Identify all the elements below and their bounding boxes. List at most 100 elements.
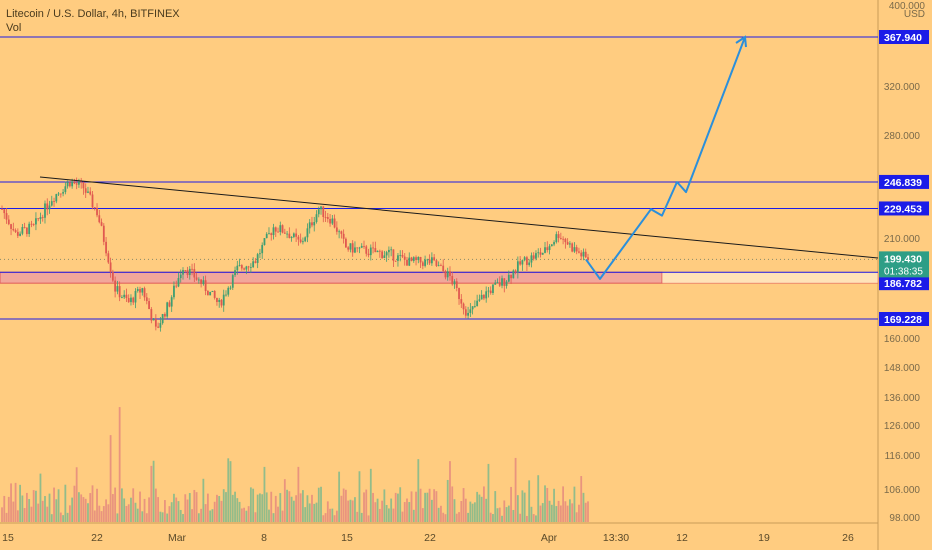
candle-body <box>295 233 298 237</box>
candle-body <box>243 268 245 270</box>
candle-body <box>10 224 12 229</box>
candle-body <box>505 281 508 286</box>
current-price-tag <box>879 251 929 278</box>
candle-body <box>3 209 6 214</box>
volume-bar <box>311 494 313 522</box>
candle-body <box>449 271 451 276</box>
volume-bar <box>48 493 51 522</box>
volume-bar <box>297 466 300 522</box>
candle-body <box>48 205 51 210</box>
x-tick-label: 13:30 <box>603 532 629 544</box>
candle-body <box>410 257 413 261</box>
candle-body <box>175 285 178 287</box>
candle-body <box>478 299 481 301</box>
x-tick-label: 8 <box>261 532 267 544</box>
candle-body <box>209 291 212 296</box>
candle-body <box>222 294 225 306</box>
candle-body <box>378 250 381 252</box>
candle-body <box>539 252 542 255</box>
candle-body <box>347 247 350 250</box>
volume-bar <box>550 504 553 522</box>
candle-body <box>342 233 345 239</box>
volume-bar <box>28 499 31 522</box>
candle-body <box>204 280 207 291</box>
volume-bar <box>19 484 22 522</box>
volume-bar <box>315 502 318 522</box>
candle-body <box>354 247 356 253</box>
volume-bar <box>367 515 370 522</box>
candle-body <box>127 298 130 303</box>
volume-bar <box>204 504 207 522</box>
volume-bar <box>387 508 390 522</box>
candle-body <box>433 257 436 261</box>
volume-bar <box>231 494 234 522</box>
candle-body <box>483 294 485 299</box>
volume-bar <box>345 489 347 522</box>
volume-bar <box>290 496 293 522</box>
volume-bar <box>512 509 515 522</box>
candle-body <box>21 227 24 234</box>
candle-body <box>394 260 397 262</box>
volume-bar <box>57 489 60 522</box>
price-tag-bg <box>879 312 929 326</box>
candle-body <box>326 217 329 219</box>
volume-bar <box>116 513 119 522</box>
candle-body <box>530 255 533 263</box>
volume-bar <box>480 496 483 522</box>
volume-bar <box>302 490 304 522</box>
volume-bar <box>440 505 442 522</box>
candle-body <box>546 247 549 251</box>
candle-body <box>578 251 580 253</box>
volume-bar <box>256 494 259 522</box>
volume-bar <box>410 491 413 522</box>
candle-body <box>335 227 338 232</box>
volume-bar <box>322 515 325 522</box>
candle-body <box>453 281 456 285</box>
volume-bar <box>225 492 227 522</box>
candle-body <box>68 182 71 187</box>
candle-body <box>159 323 162 328</box>
price-tag-label: 367.940 <box>884 32 922 44</box>
volume-bar <box>46 506 49 522</box>
volume-bar <box>394 492 397 522</box>
candle-body <box>566 242 569 245</box>
volume-bar <box>295 495 298 522</box>
candle-body <box>553 242 555 245</box>
volume-bar <box>191 509 193 522</box>
volume-bar <box>121 488 123 522</box>
volume-bar <box>127 504 130 522</box>
candle-body <box>526 257 528 265</box>
candle-body <box>544 247 546 253</box>
candle-body <box>469 309 472 313</box>
candle-body <box>451 275 454 285</box>
candle-body <box>315 214 318 222</box>
x-tick-label: 26 <box>842 532 854 544</box>
candle-body <box>519 261 522 265</box>
volume-bar <box>184 494 187 522</box>
volume-bar <box>111 494 114 522</box>
candle-body <box>197 279 200 281</box>
volume-bar <box>154 488 157 522</box>
price-tag-label: 169.228 <box>884 314 922 326</box>
volume-bar <box>272 513 275 522</box>
candle-body <box>57 193 60 195</box>
volume-bar <box>412 509 415 522</box>
volume-bar <box>546 487 549 522</box>
volume-bar <box>161 512 164 522</box>
candle-body <box>363 245 365 247</box>
price-tick-label: 160.000 <box>884 334 921 345</box>
candle-body <box>263 238 266 245</box>
price-tick-label: 136.000 <box>884 393 921 404</box>
price-tag-bg <box>879 30 929 44</box>
volume-bar <box>489 512 492 522</box>
volume-bar <box>39 473 42 522</box>
candle-body <box>148 301 150 310</box>
volume-bar <box>324 513 327 522</box>
volume-bar <box>182 513 184 522</box>
candle-body <box>37 218 40 220</box>
volume-bar <box>406 498 408 522</box>
volume-bar <box>587 501 589 522</box>
volume-bar <box>374 502 377 522</box>
volume-bar <box>98 505 101 522</box>
